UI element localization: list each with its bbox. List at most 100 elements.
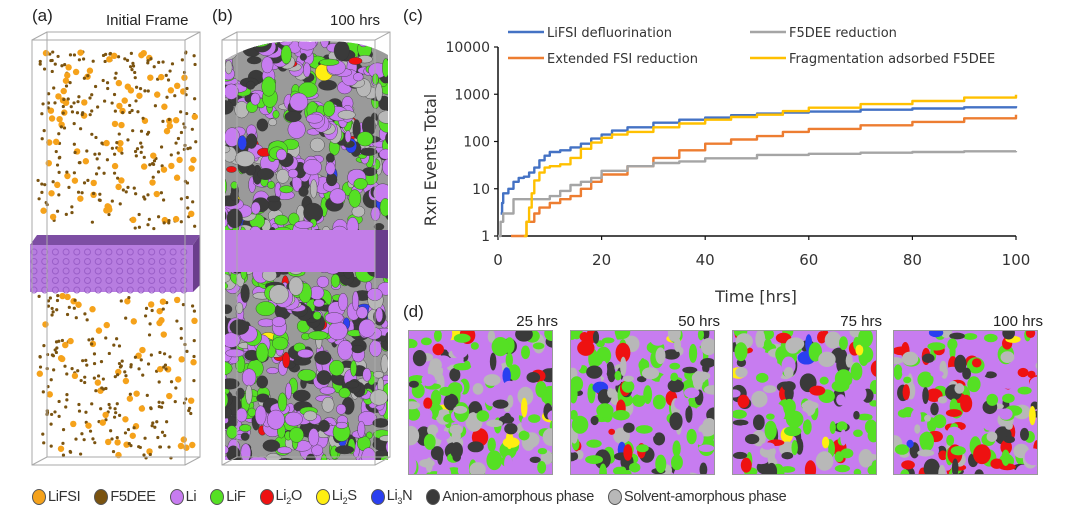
lifsi-molecule xyxy=(191,317,198,325)
lifsi-molecule xyxy=(85,422,92,429)
f5dee-molecule xyxy=(50,412,54,417)
f5dee-molecule xyxy=(81,359,85,363)
f5dee-molecule xyxy=(123,57,127,61)
f5dee-molecule xyxy=(40,112,44,116)
f5dee-molecule xyxy=(167,445,171,449)
f5dee-molecule xyxy=(112,92,117,97)
f5dee-molecule xyxy=(72,171,76,175)
f5dee-molecule xyxy=(79,378,83,383)
f5dee-molecule xyxy=(38,355,42,359)
lifsi-molecule xyxy=(133,390,140,397)
f5dee-molecule xyxy=(166,78,171,82)
f5dee-molecule xyxy=(67,185,71,189)
panel-a-label: (a) xyxy=(32,6,53,25)
f5dee-molecule xyxy=(152,226,156,231)
f5dee-molecule xyxy=(146,130,151,134)
f5dee-molecule xyxy=(148,452,152,457)
legend-item-label: Anion-amorphous phase xyxy=(442,489,594,505)
lifsi-molecule xyxy=(129,432,136,439)
f5dee-molecule xyxy=(126,138,130,142)
f5dee-molecule xyxy=(101,78,105,83)
lifsi-molecule xyxy=(70,420,77,428)
f5dee-molecule xyxy=(119,299,123,303)
f5dee-molecule xyxy=(127,441,131,446)
lifsi-molecule xyxy=(62,77,70,84)
f5dee-molecule xyxy=(132,426,136,430)
f5dee-molecule xyxy=(157,400,161,404)
f5dee-molecule xyxy=(146,223,150,227)
f5dee-molecule xyxy=(112,343,116,347)
lifsi-molecule xyxy=(49,213,57,221)
f5dee-molecule xyxy=(65,312,70,317)
lifsi-molecule xyxy=(147,301,155,308)
f5dee-molecule xyxy=(50,313,54,317)
f5dee-molecule xyxy=(48,296,52,300)
f5dee-molecule xyxy=(101,377,105,381)
f5dee-molecule xyxy=(83,375,87,379)
snapshot-title: 50 hrs xyxy=(678,313,720,330)
f5dee-molecule xyxy=(156,435,160,440)
lifsi-molecule xyxy=(127,87,135,94)
f5dee-molecule xyxy=(52,86,56,90)
f5dee-molecule xyxy=(129,51,133,56)
f5dee-molecule xyxy=(41,102,45,106)
f5dee-molecule xyxy=(96,105,100,109)
lifsi-molecule xyxy=(173,174,181,181)
legend-item-label: LiF xyxy=(226,489,246,505)
lifsi-molecule xyxy=(114,439,121,446)
f5dee-molecule xyxy=(150,308,154,313)
f5dee-molecule xyxy=(64,212,68,216)
lifsi-molecule xyxy=(42,49,50,57)
f5dee-molecule xyxy=(180,58,184,62)
lifsi-molecule xyxy=(136,92,143,99)
f5dee-molecule xyxy=(105,81,110,85)
f5dee-molecule xyxy=(83,312,87,316)
f5dee-molecule xyxy=(175,319,179,323)
f5dee-molecule xyxy=(55,308,59,312)
f5dee-molecule xyxy=(57,132,61,136)
f5dee-molecule xyxy=(116,373,120,377)
legend-item-li3n: Li3N xyxy=(370,488,413,506)
f5dee-molecule xyxy=(94,172,99,176)
f5dee-molecule xyxy=(53,62,57,66)
f5dee-molecule xyxy=(162,221,166,225)
lifsi-molecule xyxy=(167,87,175,94)
f5dee-molecule xyxy=(85,363,89,367)
f5dee-molecule xyxy=(90,109,94,113)
f5dee-molecule xyxy=(107,351,111,356)
legend-item-label: LiFSI xyxy=(48,489,81,505)
f5dee-molecule xyxy=(162,198,166,202)
f5dee-molecule xyxy=(174,386,178,390)
species-color-icon xyxy=(607,489,622,505)
lifsi-molecule xyxy=(154,91,161,98)
f5dee-molecule xyxy=(64,84,69,88)
lifsi-molecule xyxy=(48,190,55,197)
f5dee-molecule xyxy=(38,59,42,64)
f5dee-molecule xyxy=(54,149,58,154)
lifsi-molecule xyxy=(42,321,49,328)
lifsi-molecule xyxy=(124,298,131,305)
f5dee-molecule xyxy=(116,176,120,180)
f5dee-molecule xyxy=(192,354,196,359)
f5dee-molecule xyxy=(98,192,102,196)
f5dee-molecule xyxy=(87,338,91,342)
f5dee-molecule xyxy=(150,424,154,428)
f5dee-molecule xyxy=(147,333,152,337)
f5dee-molecule xyxy=(62,126,67,130)
f5dee-molecule xyxy=(73,298,77,302)
f5dee-molecule xyxy=(143,89,147,93)
f5dee-molecule xyxy=(70,110,75,114)
f5dee-molecule xyxy=(68,450,73,454)
sei-snapshot xyxy=(408,330,553,475)
f5dee-molecule xyxy=(129,365,133,369)
lifsi-molecule xyxy=(106,206,113,213)
f5dee-molecule xyxy=(191,200,195,204)
f5dee-molecule xyxy=(146,362,151,366)
f5dee-molecule xyxy=(157,380,161,384)
f5dee-molecule xyxy=(125,58,130,62)
panel-b-title: 100 hrs xyxy=(330,12,381,29)
f5dee-molecule xyxy=(161,119,165,123)
f5dee-molecule xyxy=(192,339,196,343)
f5dee-molecule xyxy=(98,198,102,202)
f5dee-molecule xyxy=(135,147,140,151)
